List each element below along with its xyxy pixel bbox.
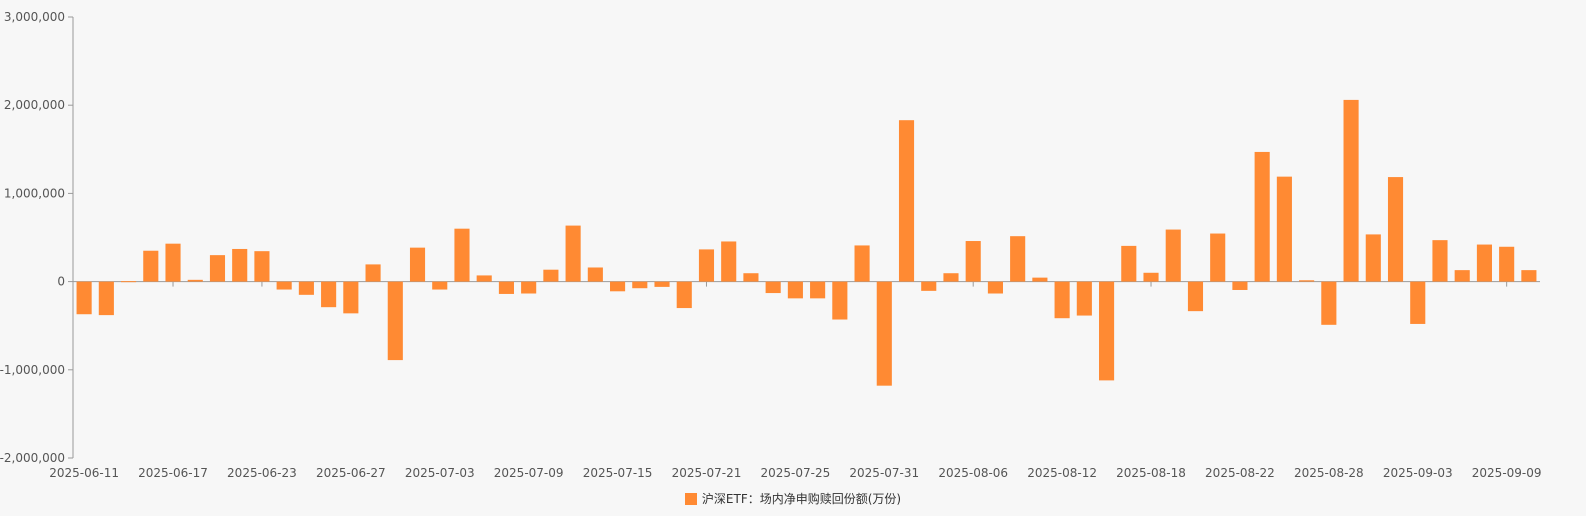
legend-label: 沪深ETF：场内净申购赎回份额(万份)	[701, 492, 902, 506]
y-tick-label: 3,000,000	[4, 10, 65, 24]
bar-series	[76, 99, 1537, 386]
bar[interactable]	[98, 281, 114, 316]
bar[interactable]	[1365, 234, 1381, 282]
bar[interactable]	[1232, 281, 1248, 290]
bar[interactable]	[565, 225, 581, 282]
bar[interactable]	[1454, 270, 1470, 282]
bar[interactable]	[454, 228, 470, 282]
bar[interactable]	[921, 281, 937, 291]
bar[interactable]	[209, 255, 226, 282]
bar[interactable]	[165, 243, 181, 282]
x-tick-label: 2025-08-18	[1116, 466, 1186, 480]
bar[interactable]	[787, 281, 803, 299]
bar[interactable]	[1410, 281, 1426, 324]
bar[interactable]	[1076, 281, 1092, 316]
x-tick-label: 2025-09-03	[1383, 466, 1453, 480]
bar[interactable]	[498, 281, 514, 294]
y-tick-label: -1,000,000	[0, 363, 65, 377]
bar[interactable]	[721, 241, 737, 282]
bar[interactable]	[698, 249, 715, 282]
y-tick-label: -2,000,000	[0, 451, 65, 465]
bar[interactable]	[654, 281, 670, 287]
y-tick-label: 0	[57, 275, 65, 289]
bar[interactable]	[1121, 245, 1137, 282]
bar[interactable]	[1032, 277, 1048, 282]
bar[interactable]	[1010, 236, 1026, 282]
x-tick-label: 2025-07-21	[672, 466, 742, 480]
bar[interactable]	[276, 281, 292, 290]
bar[interactable]	[298, 281, 314, 295]
x-tick-label: 2025-08-12	[1027, 466, 1097, 480]
bar[interactable]	[409, 247, 426, 282]
bar[interactable]	[943, 273, 959, 282]
y-tick-label: 2,000,000	[4, 98, 65, 112]
x-tick-label: 2025-07-25	[761, 466, 831, 480]
bar[interactable]	[143, 250, 159, 282]
bar[interactable]	[121, 281, 137, 283]
bar[interactable]	[1099, 281, 1115, 381]
bar[interactable]	[1054, 281, 1070, 319]
bar[interactable]	[898, 120, 915, 282]
x-tick-label: 2025-07-15	[583, 466, 653, 480]
bar[interactable]	[1521, 270, 1537, 282]
bar[interactable]	[854, 245, 870, 282]
bar[interactable]	[1254, 151, 1270, 282]
bar[interactable]	[765, 281, 781, 294]
y-axis: 3,000,000 2,000,000 1,000,000 0 -1,000,000 -2…	[0, 10, 74, 465]
legend[interactable]: 沪深ETF：场内净申购赎回份额(万份)	[0, 490, 1586, 507]
bar[interactable]	[743, 273, 759, 282]
legend-swatch-icon	[684, 493, 697, 505]
x-tick-label: 2025-08-28	[1294, 466, 1364, 480]
x-tick-label: 2025-08-06	[938, 466, 1008, 480]
bar[interactable]	[76, 281, 92, 315]
bar[interactable]	[1476, 244, 1492, 282]
x-tick-label: 2025-06-17	[138, 466, 208, 480]
x-tick-label: 2025-07-31	[849, 466, 919, 480]
bar[interactable]	[232, 248, 248, 282]
x-tick-label: 2025-06-27	[316, 466, 386, 480]
bar[interactable]	[1210, 233, 1226, 282]
bar[interactable]	[254, 251, 270, 282]
x-tick-label: 2025-06-11	[49, 466, 119, 480]
bar[interactable]	[1432, 240, 1448, 282]
bar[interactable]	[1165, 229, 1181, 282]
x-axis: 2025-06-11 2025-06-17 2025-06-23 2025-06-27…	[49, 281, 1542, 480]
x-tick-label: 2025-08-22	[1205, 466, 1275, 480]
bar[interactable]	[832, 281, 848, 320]
bar[interactable]	[987, 281, 1003, 294]
bar[interactable]	[1499, 246, 1515, 282]
bar[interactable]	[676, 281, 692, 309]
x-tick-label: 2025-07-03	[405, 466, 475, 480]
bar[interactable]	[587, 267, 603, 282]
bar[interactable]	[343, 281, 359, 314]
y-tick-label: 1,000,000	[4, 186, 65, 200]
bar[interactable]	[876, 281, 892, 386]
bar[interactable]	[610, 281, 626, 292]
bar[interactable]	[1187, 281, 1204, 312]
bar[interactable]	[365, 264, 381, 282]
bar[interactable]	[1387, 177, 1404, 282]
x-tick-label: 2025-07-09	[494, 466, 564, 480]
x-tick-label: 2025-06-23	[227, 466, 297, 480]
bar[interactable]	[321, 281, 337, 308]
bar[interactable]	[387, 281, 403, 361]
bar[interactable]	[521, 281, 537, 294]
bar[interactable]	[1343, 99, 1359, 282]
bar[interactable]	[432, 281, 448, 290]
bar[interactable]	[632, 281, 648, 289]
bar[interactable]	[476, 275, 492, 282]
bar[interactable]	[543, 269, 559, 282]
bar[interactable]	[810, 281, 826, 299]
bar[interactable]	[1276, 176, 1292, 282]
bar[interactable]	[1299, 280, 1315, 282]
bar[interactable]	[187, 279, 203, 282]
x-tick-label: 2025-09-09	[1472, 466, 1542, 480]
bar[interactable]	[1143, 272, 1159, 282]
bar[interactable]	[965, 241, 981, 282]
bar[interactable]	[1321, 281, 1337, 325]
